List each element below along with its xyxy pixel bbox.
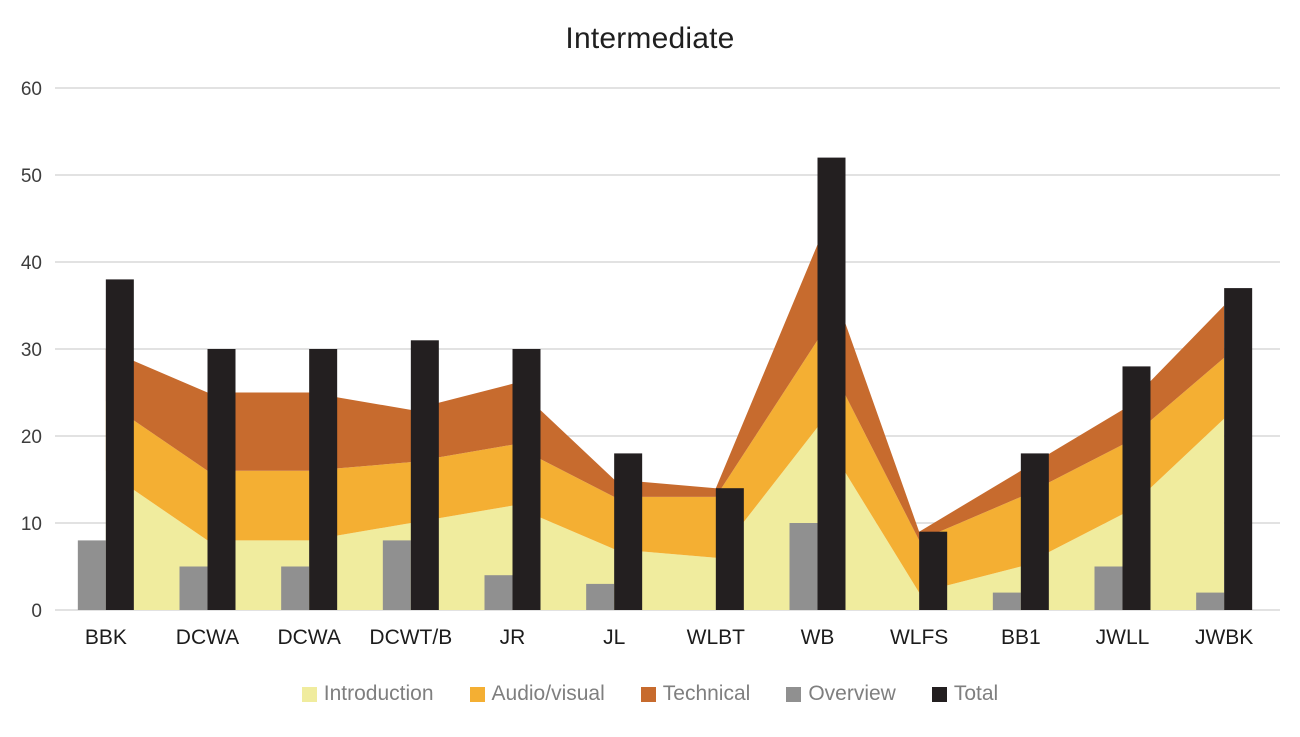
y-axis-tick-label: 40 bbox=[21, 253, 42, 274]
bar-overview-jwll bbox=[1094, 566, 1123, 610]
legend-swatch-icon bbox=[301, 686, 317, 702]
bar-total-dcwt-b bbox=[410, 340, 439, 610]
x-axis-category-label: DCWA bbox=[176, 626, 239, 649]
y-axis-tick-label: 0 bbox=[31, 601, 42, 622]
bar-total-bb1 bbox=[1020, 453, 1049, 610]
bar-overview-bb1 bbox=[992, 592, 1021, 610]
bar-overview-wb bbox=[789, 523, 818, 610]
bar-overview-dcwt-b bbox=[382, 540, 411, 610]
bar-overview-jwbk bbox=[1196, 592, 1225, 610]
legend-label: Overview bbox=[808, 682, 896, 705]
x-axis-category-label: JR bbox=[500, 626, 526, 649]
bar-total-wlbt bbox=[715, 488, 744, 610]
bar-total-dcwa bbox=[309, 349, 338, 610]
bar-overview-dcwa bbox=[281, 566, 310, 610]
y-axis-tick-label: 50 bbox=[21, 166, 42, 187]
bar-total-jwbk bbox=[1224, 288, 1253, 610]
x-axis-category-label: BBK bbox=[85, 626, 127, 649]
x-axis-category-label: DCWA bbox=[277, 626, 340, 649]
legend-swatch-icon bbox=[469, 686, 485, 702]
legend-item-total: Total bbox=[931, 682, 999, 706]
x-axis-category-label: WB bbox=[801, 626, 835, 649]
x-axis-category-label: WLBT bbox=[687, 626, 746, 649]
legend-label: Audio/visual bbox=[491, 682, 605, 705]
x-axis-category-label: JWLL bbox=[1096, 626, 1150, 649]
bar-overview-dcwa bbox=[179, 566, 208, 610]
y-axis-tick-label: 60 bbox=[21, 79, 42, 100]
legend: Introduction Audio/visual Technical Overvie… bbox=[0, 682, 1300, 706]
bar-total-jr bbox=[512, 349, 541, 610]
legend-item-audio-visual: Audio/visual bbox=[469, 682, 605, 706]
legend-swatch-icon bbox=[640, 686, 656, 702]
bar-overview-jr bbox=[484, 575, 513, 610]
bar-total-jwll bbox=[1122, 366, 1151, 610]
legend-item-introduction: Introduction bbox=[301, 682, 434, 706]
legend-item-technical: Technical bbox=[640, 682, 751, 706]
bar-total-dcwa bbox=[207, 349, 236, 610]
legend-label: Technical bbox=[662, 682, 751, 705]
bar-total-bbk bbox=[105, 279, 134, 610]
chart-title: Intermediate bbox=[565, 22, 735, 55]
legend-swatch-icon bbox=[931, 686, 947, 702]
y-axis-tick-label: 20 bbox=[21, 427, 42, 448]
legend-label: Total bbox=[953, 682, 999, 705]
y-axis-tick-label: 10 bbox=[21, 514, 42, 535]
legend-label: Introduction bbox=[323, 682, 434, 705]
x-axis-category-label: BB1 bbox=[1001, 626, 1041, 649]
area-series-audio-visual bbox=[105, 340, 1225, 593]
bar-overview-bbk bbox=[77, 540, 106, 610]
legend-item-overview: Overview bbox=[786, 682, 896, 706]
x-axis-category-label: DCWT/B bbox=[369, 626, 452, 649]
bar-total-jl bbox=[614, 453, 643, 610]
x-axis-category-label: WLFS bbox=[890, 626, 948, 649]
bar-total-wb bbox=[817, 157, 846, 610]
x-axis-category-label: JL bbox=[603, 626, 625, 649]
legend-swatch-icon bbox=[786, 686, 802, 702]
bar-total-wlfs bbox=[919, 531, 948, 610]
y-axis-tick-label: 30 bbox=[21, 340, 42, 361]
x-axis-category-label: JWBK bbox=[1195, 626, 1253, 649]
bar-overview-jl bbox=[586, 583, 615, 610]
